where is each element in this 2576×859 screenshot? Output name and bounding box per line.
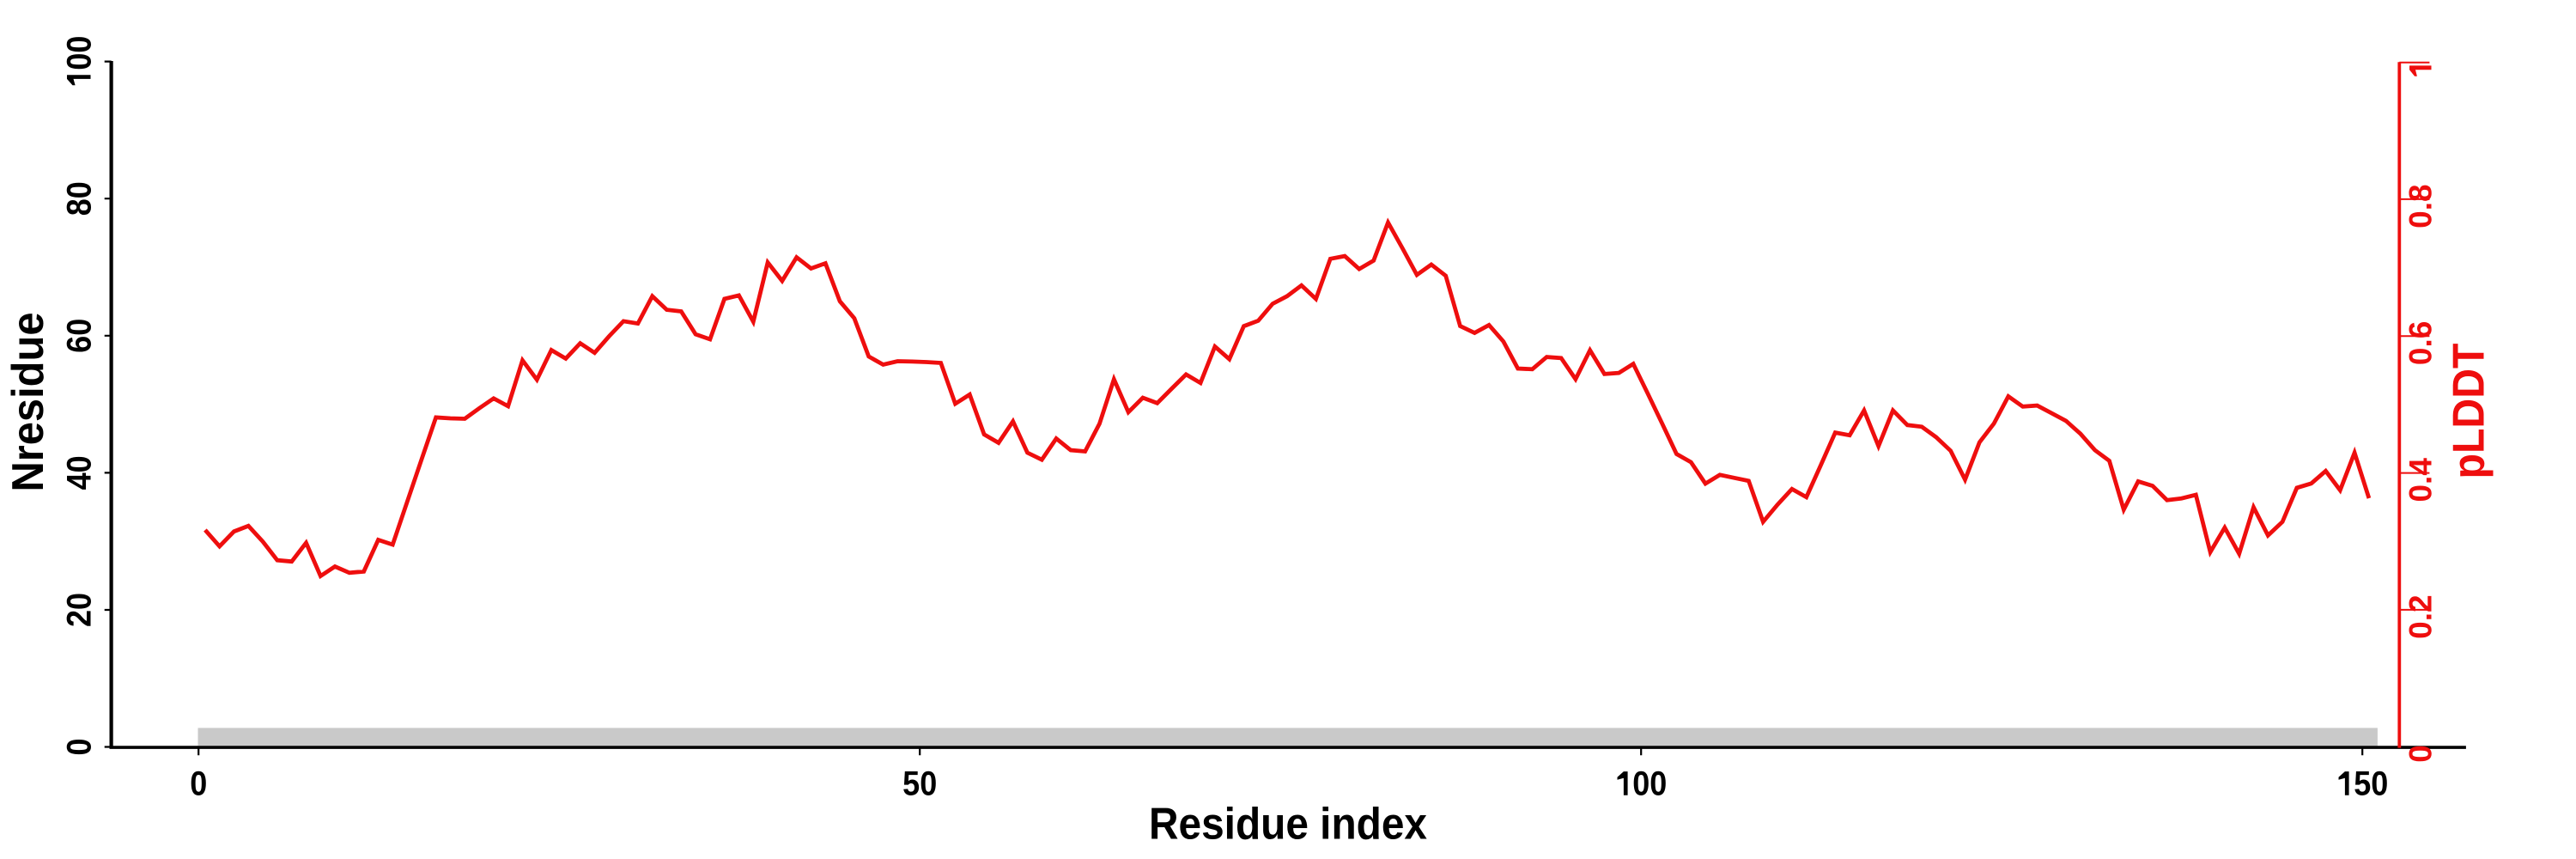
svg-text:00: 00 [61, 36, 99, 70]
svg-text:pLDDT: pLDDT [2445, 343, 2494, 478]
svg-text:0: 0 [61, 738, 99, 755]
svg-text:50: 50 [902, 765, 937, 803]
svg-text:50: 50 [2354, 765, 2388, 803]
svg-text:80: 80 [61, 181, 99, 216]
svg-text:Residue index: Residue index [1149, 800, 1427, 850]
svg-text:40: 40 [61, 455, 99, 490]
svg-text:Nresidue: Nresidue [3, 313, 53, 492]
svg-text:00: 00 [1632, 765, 1667, 803]
svg-text:20: 20 [61, 593, 99, 627]
svg-text:0.4: 0.4 [2403, 458, 2439, 503]
svg-text:0.6: 0.6 [2403, 321, 2439, 365]
svg-text:0: 0 [190, 765, 207, 803]
svg-text:0.8: 0.8 [2403, 184, 2439, 228]
svg-text:0: 0 [2403, 745, 2439, 763]
svg-text:0.2: 0.2 [2403, 594, 2439, 638]
svg-text:60: 60 [61, 319, 99, 353]
